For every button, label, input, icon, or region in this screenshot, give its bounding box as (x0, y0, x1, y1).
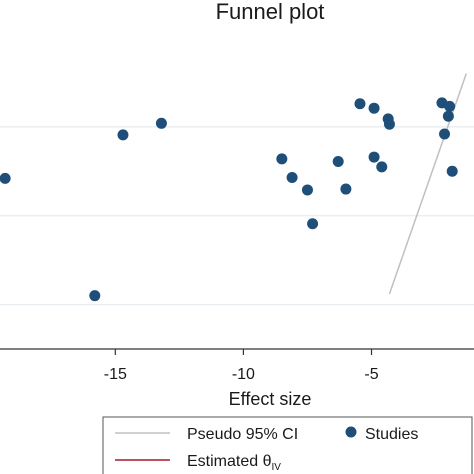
study-point (307, 218, 319, 230)
study-point (286, 172, 298, 184)
study-point (155, 117, 167, 129)
study-point (376, 161, 388, 173)
legend-label-estimate-main: Estimated θ (187, 453, 272, 470)
gridlines (0, 126, 474, 306)
study-point (442, 110, 454, 122)
legend-label-estimate: Estimated θIV (187, 453, 281, 473)
study-point (332, 156, 344, 168)
chart-title: Funnel plot (216, 0, 325, 24)
study-point (354, 98, 366, 110)
legend-label-ci: Pseudo 95% CI (187, 426, 298, 443)
study-point (0, 172, 11, 184)
study-point (383, 118, 395, 130)
study-point (276, 153, 288, 165)
x-tick-label: -15 (104, 366, 127, 383)
legend-studies-marker (345, 426, 357, 438)
study-point (340, 183, 352, 195)
x-tick-label: -10 (232, 366, 255, 383)
legend-box (102, 416, 473, 474)
study-point (444, 100, 456, 112)
legend-label-studies: Studies (365, 426, 418, 443)
legend: Pseudo 95% CI Studies Estimated θIV (102, 416, 473, 474)
study-point (368, 151, 380, 163)
x-tick-label: -5 (364, 366, 378, 383)
study-point (89, 290, 101, 302)
x-axis-ticks: -15 -10 -5 (104, 349, 379, 383)
x-axis-label: Effect size (229, 389, 312, 409)
study-points (0, 97, 458, 302)
study-point (439, 128, 451, 140)
study-point (301, 184, 313, 196)
legend-label-estimate-subscript: IV (271, 462, 281, 473)
study-point (446, 165, 458, 177)
study-point (368, 102, 380, 114)
study-point (117, 129, 129, 141)
